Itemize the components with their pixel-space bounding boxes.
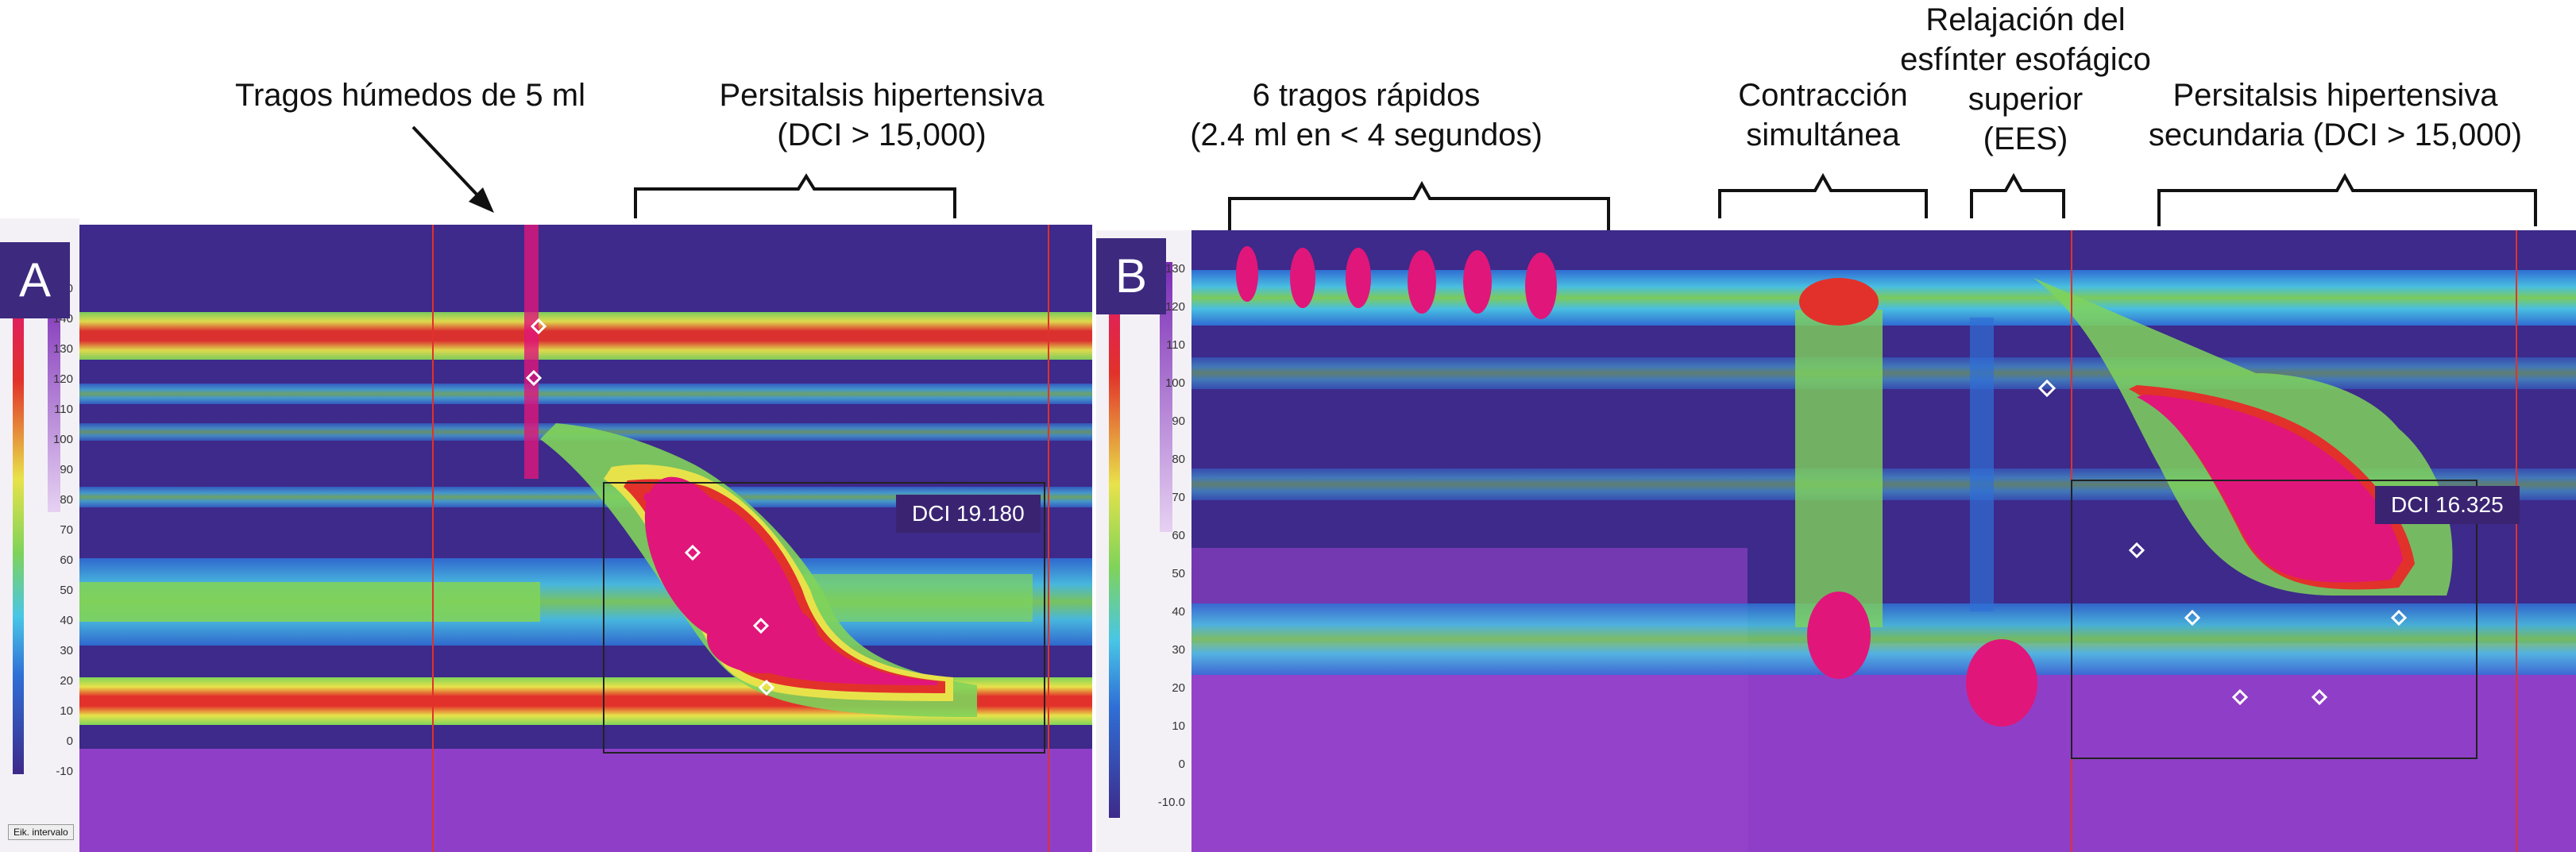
scale-tick: 20: [60, 674, 73, 688]
scale-tick: -10: [56, 765, 73, 778]
panel-b-letter: B: [1096, 238, 1166, 314]
panel-a-interval-button[interactable]: Eik. intervalo: [8, 824, 74, 840]
scale-tick: 0: [1178, 758, 1185, 771]
scale-tick: 90: [1172, 414, 1185, 428]
annot-hypertensive-peristalsis: Persitalsis hipertensiva (DCI > 15,000): [628, 75, 1136, 155]
annot-rs-line2: (2.4 ml en < 4 segundos): [1190, 118, 1543, 152]
annot-hp-line2: (DCI > 15,000): [777, 118, 987, 152]
panel-a-dci-label: DCI 19.180: [896, 495, 1041, 533]
annot-sim-line1: Contracción: [1738, 78, 1908, 113]
scale-tick: 60: [1172, 529, 1185, 542]
scale-tick: 30: [60, 644, 73, 657]
annot-rs-line1: 6 tragos rápidos: [1252, 78, 1481, 113]
scale-tick: 30: [1172, 643, 1185, 657]
annot-sim-line2: simultánea: [1746, 118, 1900, 152]
panel-a-scale-gradient: [13, 282, 24, 774]
scale-tick: 70: [60, 523, 73, 537]
scale-tick: 70: [1172, 491, 1185, 504]
panel-b-scale-gradient: [1109, 262, 1120, 818]
scale-tick: 120: [52, 372, 73, 386]
panel-b-scale-purple: [1160, 262, 1172, 532]
brace-secondary: [2157, 172, 2537, 226]
panel-b-plot: [1191, 230, 2576, 852]
panel-b: B DCI 16.325: [1096, 230, 2576, 852]
annot-wet-swallows: Tragos húmedos de 5 ml: [235, 78, 585, 113]
annot-ues-relaxation: Relajación del esfínter esofágico superi…: [1875, 0, 2176, 159]
braces: [634, 172, 2537, 230]
scale-tick: -10.0: [1157, 796, 1185, 809]
annot-secondary-peristalsis: Persitalsis hipertensiva secundaria (DCI…: [2129, 75, 2542, 155]
scale-tick: 110: [54, 403, 73, 416]
scale-tick: 40: [1172, 605, 1185, 619]
panel-a-scale: 1501401301201101009080706050403020100-10: [0, 218, 79, 852]
scale-tick: 20: [1172, 681, 1185, 695]
brace-rapid: [1228, 180, 1610, 230]
annot-ues-line4: (EES): [1983, 121, 2068, 156]
annot-ues-line3: superior: [1968, 82, 2084, 117]
scale-tick: 90: [60, 463, 73, 476]
scale-tick: 60: [60, 553, 73, 567]
scale-tick: 120: [1164, 300, 1185, 314]
annot-sec-line2: secundaria (DCI > 15,000): [2148, 118, 2523, 152]
scale-tick: 100: [52, 433, 73, 446]
scale-tick: 0: [66, 734, 73, 748]
panel-b-dci-label: DCI 16.325: [2375, 486, 2520, 524]
panel-a-letter: A: [0, 242, 70, 318]
annot-simultaneous: Contracción simultánea: [1704, 75, 1942, 155]
scale-tick: 110: [1166, 338, 1185, 352]
annot-rapid-swallows: 6 tragos rápidos (2.4 ml en < 4 segundos…: [1160, 75, 1573, 155]
scale-tick: 10: [1172, 719, 1185, 733]
panel-a-plot: [79, 225, 1092, 852]
brace-sim: [1718, 172, 1928, 218]
brace-ues: [1970, 172, 2065, 218]
annot-hp-line1: Persitalsis hipertensiva: [719, 78, 1045, 113]
scale-tick: 130: [1164, 262, 1185, 276]
scale-tick: 50: [1172, 567, 1185, 580]
brace-hp: [634, 173, 956, 218]
scale-tick: 10: [60, 704, 73, 718]
scale-tick: 80: [60, 493, 73, 507]
annot-ues-line1: Relajación del: [1925, 2, 2126, 37]
panel-a: A DCI 19.180 Eik. intervalo: [0, 225, 1092, 852]
scale-tick: 40: [60, 614, 73, 627]
panel-b-scale: 130 120 110 100 90 80 70 60 50 40 30 20 10 0 -10.0: [1096, 230, 1191, 852]
scale-tick: 100: [1164, 376, 1185, 390]
scale-tick: 50: [60, 584, 73, 597]
panel-a-scale-purple: [48, 282, 60, 512]
scale-tick: 130: [52, 342, 73, 356]
annot-ues-line2: esfínter esofágico: [1900, 42, 2151, 77]
annot-sec-line1: Persitalsis hipertensiva: [2172, 78, 2498, 113]
scale-tick: 80: [1172, 453, 1185, 466]
